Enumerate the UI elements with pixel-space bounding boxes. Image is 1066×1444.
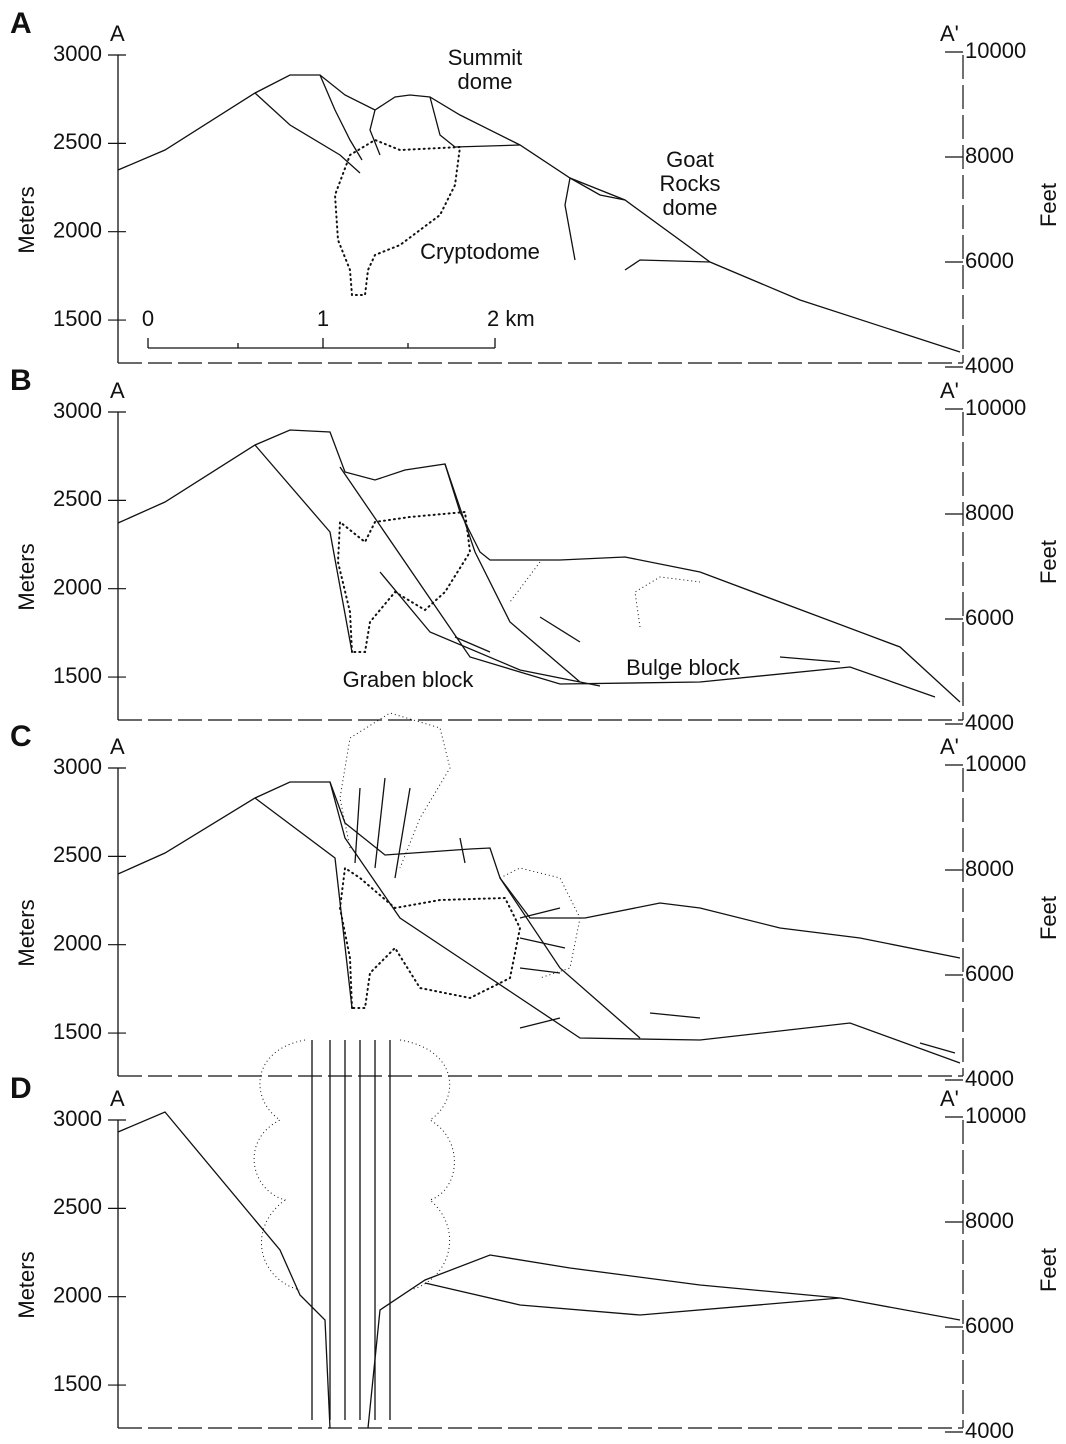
section-end: A [110, 378, 125, 403]
tick-label: 6000 [965, 1313, 1014, 1338]
tick-label: 3000 [53, 41, 102, 66]
annotation: Bulge block [626, 655, 740, 680]
panel-d-drawing [117, 1039, 964, 1429]
section-end: A [110, 734, 125, 759]
tick-label: 2500 [53, 1194, 102, 1219]
section-end: A [110, 21, 125, 46]
tick-label: 8000 [965, 500, 1014, 525]
tick-label: 10000 [965, 1103, 1026, 1128]
tick-label: 10000 [965, 38, 1026, 63]
tick-label: 8000 [965, 856, 1014, 881]
tick-label: 6000 [965, 961, 1014, 986]
axis-label: Meters [14, 543, 39, 610]
panel-a-drawing [117, 55, 964, 364]
panel-b-drawing [117, 412, 964, 721]
annotation: Goat Rocks dome [659, 147, 721, 220]
tick-label: 1500 [53, 663, 102, 688]
tick-label: 8000 [965, 143, 1014, 168]
section-end: A' [940, 1086, 959, 1111]
tick-label: 2500 [53, 129, 102, 154]
tick-label: 6000 [965, 248, 1014, 273]
section-end: A' [940, 734, 959, 759]
panel-label: C [10, 720, 32, 753]
panel-label: B [10, 364, 32, 397]
section-end: A' [940, 21, 959, 46]
annotation: Cryptodome [420, 239, 540, 264]
tick-label: 10000 [965, 751, 1026, 776]
axis-label: Feet [1036, 540, 1061, 584]
tick-label: 3000 [53, 398, 102, 423]
tick-label: 2000 [53, 931, 102, 956]
tick-label: 1500 [53, 1371, 102, 1396]
axis-label: Feet [1036, 896, 1061, 940]
scale-label: 0 [142, 306, 154, 331]
tick-label: 6000 [965, 605, 1014, 630]
section-end: A' [940, 378, 959, 403]
tick-label: 2500 [53, 842, 102, 867]
tick-label: 4000 [965, 710, 1014, 735]
panel-label: A [10, 7, 32, 40]
axis-label: Meters [14, 186, 39, 253]
tick-label: 1500 [53, 1019, 102, 1044]
annotation: Summit dome [447, 45, 523, 94]
scale-label: 2 km [487, 306, 535, 331]
annotation: Graben block [342, 667, 474, 692]
scale-label: 1 [317, 306, 329, 331]
tick-label: 4000 [965, 1418, 1014, 1443]
tick-label: 3000 [53, 1106, 102, 1131]
axis-label: Meters [14, 899, 39, 966]
tick-label: 3000 [53, 754, 102, 779]
panel-label: D [10, 1072, 32, 1105]
tick-label: 4000 [965, 1066, 1014, 1091]
section-end: A [110, 1086, 125, 1111]
tick-label: 2000 [53, 1283, 102, 1308]
axis-label: Feet [1036, 183, 1061, 227]
tick-label: 8000 [965, 1208, 1014, 1233]
tick-label: 4000 [965, 353, 1014, 378]
tick-label: 2000 [53, 575, 102, 600]
tick-label: 2500 [53, 486, 102, 511]
tick-label: 2000 [53, 218, 102, 243]
axis-label: Feet [1036, 1248, 1061, 1292]
axis-label: Meters [14, 1251, 39, 1318]
tick-label: 10000 [965, 395, 1026, 420]
panel-c-drawing [117, 712, 964, 1077]
tick-label: 1500 [53, 306, 102, 331]
